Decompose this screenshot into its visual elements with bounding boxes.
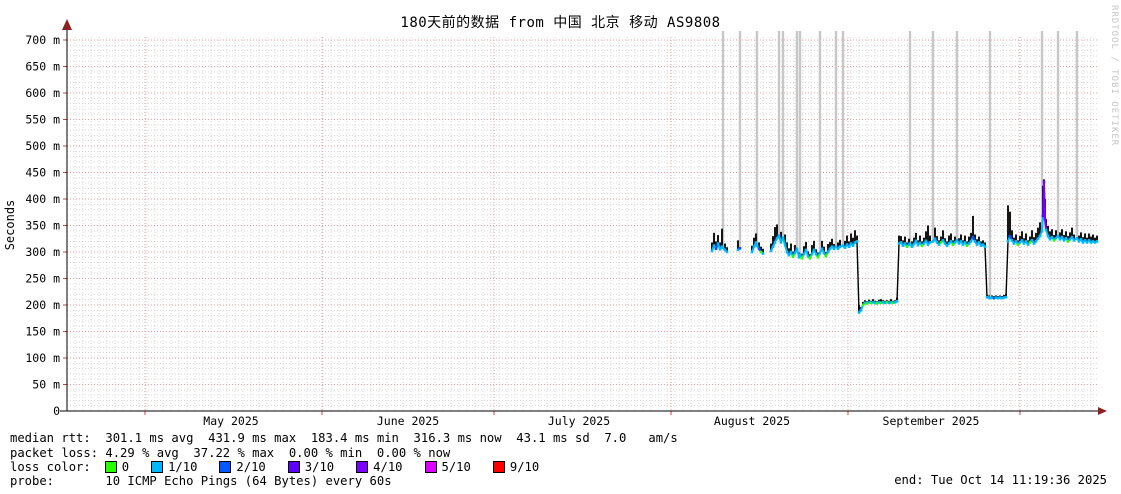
loss-legend-item: 5/10 — [424, 459, 471, 474]
y-tick-label: 650 m — [25, 60, 60, 74]
x-tick-label: September 2025 — [883, 414, 980, 428]
loss-legend-item: 2/10 — [219, 459, 266, 474]
loss-color-swatch — [424, 460, 437, 473]
x-tick-label: July 2025 — [548, 414, 610, 428]
page-title: 180天前的数据 from 中国 北京 移动 AS9808 — [400, 15, 721, 31]
y-tick-label: 100 m — [25, 351, 60, 365]
x-tick-label: June 2025 — [377, 414, 439, 428]
y-tick-label: 700 m — [25, 33, 60, 47]
x-tick-label: May 2025 — [203, 414, 258, 428]
x-axis-arrow — [1098, 407, 1107, 415]
y-tick-label: 0 — [53, 404, 60, 418]
y-axis-arrow — [62, 19, 72, 30]
loss-color-line: loss color: 0 1/10 2/10 3/10 4/10 5/10 9/10 — [10, 460, 678, 474]
end-timestamp: end: Tue Oct 14 11:19:36 2025 — [894, 473, 1107, 487]
loss-color-swatch — [356, 460, 369, 473]
packet-loss-line: packet loss: 4.29 % avg 37.22 % max 0.00… — [10, 445, 451, 460]
y-tick-label: 450 m — [25, 166, 60, 180]
y-tick-label: 250 m — [25, 272, 60, 286]
loss-color-label: loss color: — [10, 459, 91, 474]
y-tick-label: 600 m — [25, 86, 60, 100]
loss-legend-label: 5/10 — [441, 459, 471, 474]
loss-legend-label: 0 — [121, 459, 130, 474]
y-tick-label: 150 m — [25, 325, 60, 339]
y-tick-label: 200 m — [25, 298, 60, 312]
loss-color-swatch — [287, 460, 300, 473]
rrdtool-watermark: RRDTOOL / TOBI OETIKER — [1109, 5, 1119, 147]
loss-legend-label: 2/10 — [236, 459, 266, 474]
y-tick-label: 550 m — [25, 113, 60, 127]
x-tick-label: August 2025 — [714, 414, 790, 428]
probe-line: probe: 10 ICMP Echo Pings (64 Bytes) eve… — [10, 474, 392, 489]
loss-color-legend: 0 1/10 2/10 3/10 4/10 5/10 9/10 — [104, 459, 562, 474]
loss-color-swatch — [151, 460, 164, 473]
median-rtt-line: median rtt: 301.1 ms avg 431.9 ms max 18… — [10, 431, 678, 446]
y-tick-label: 300 m — [25, 245, 60, 259]
y-tick-label: 500 m — [25, 139, 60, 153]
loss-legend-label: 3/10 — [304, 459, 335, 474]
loss-legend-label: 4/10 — [373, 459, 403, 474]
loss-legend-label: 1/10 — [168, 459, 198, 474]
loss-legend-item: 3/10 — [287, 459, 335, 474]
loss-legend-item: 9/10 — [492, 459, 540, 474]
loss-legend-item: 1/10 — [151, 460, 197, 474]
loss-legend-label: 9/10 — [509, 459, 540, 474]
loss-color-swatch — [219, 460, 232, 473]
stats-footer: median rtt: 301.1 ms avg 431.9 ms max 18… — [10, 431, 678, 489]
loss-color-swatch — [104, 460, 117, 473]
loss-color-swatch — [492, 460, 505, 473]
loss-legend-item: 0 — [104, 459, 130, 474]
y-tick-label: 350 m — [25, 219, 60, 233]
y-tick-label: 50 m — [32, 378, 60, 392]
loss-legend-item: 4/10 — [356, 459, 403, 474]
y-tick-label: 400 m — [25, 192, 60, 206]
